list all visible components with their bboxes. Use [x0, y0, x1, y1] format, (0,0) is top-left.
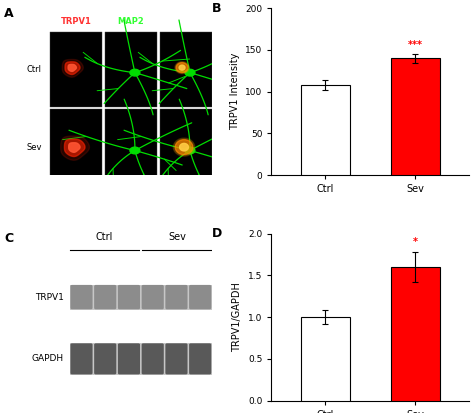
FancyBboxPatch shape: [118, 343, 140, 375]
Bar: [160, 109, 212, 185]
Bar: [70, 285, 212, 310]
FancyBboxPatch shape: [189, 343, 211, 375]
FancyBboxPatch shape: [189, 285, 211, 309]
FancyBboxPatch shape: [118, 285, 140, 309]
Bar: [105, 32, 157, 107]
Polygon shape: [61, 136, 90, 160]
Polygon shape: [65, 62, 80, 74]
FancyBboxPatch shape: [165, 285, 188, 309]
Text: B: B: [212, 2, 221, 14]
Bar: [105, 109, 157, 185]
FancyBboxPatch shape: [142, 343, 164, 375]
Polygon shape: [69, 143, 80, 152]
Bar: [391, 267, 440, 401]
Text: *: *: [413, 237, 418, 247]
Bar: [50, 32, 102, 107]
Text: Sev: Sev: [27, 142, 42, 152]
Text: Sev: Sev: [168, 232, 186, 242]
FancyBboxPatch shape: [94, 285, 116, 309]
Text: C: C: [4, 232, 13, 245]
Polygon shape: [176, 63, 188, 73]
Polygon shape: [175, 140, 193, 154]
FancyBboxPatch shape: [71, 285, 92, 309]
Text: ***: ***: [408, 40, 423, 50]
Text: MAP2: MAP2: [118, 17, 144, 26]
Text: Merge: Merge: [171, 17, 201, 26]
FancyBboxPatch shape: [94, 343, 116, 375]
Y-axis label: TRPV1 Intensity: TRPV1 Intensity: [229, 53, 239, 131]
Bar: [70, 343, 212, 375]
Bar: [50, 109, 102, 185]
FancyBboxPatch shape: [142, 285, 164, 309]
Polygon shape: [130, 147, 140, 154]
Text: 20μm: 20μm: [185, 179, 201, 184]
Text: Ctrl: Ctrl: [27, 65, 42, 74]
FancyBboxPatch shape: [71, 343, 92, 375]
Polygon shape: [130, 69, 140, 76]
Text: D: D: [212, 227, 222, 240]
Polygon shape: [175, 62, 189, 74]
Text: TRPV1: TRPV1: [35, 292, 64, 301]
Polygon shape: [180, 143, 189, 151]
Bar: [301, 317, 350, 401]
Text: GAPDH: GAPDH: [32, 354, 64, 363]
Polygon shape: [179, 65, 185, 70]
Polygon shape: [64, 139, 85, 157]
Text: Ctrl: Ctrl: [96, 232, 113, 242]
Y-axis label: TRPV1/GAPDH: TRPV1/GAPDH: [232, 282, 243, 352]
Bar: [391, 58, 440, 175]
Bar: [160, 32, 212, 107]
Polygon shape: [185, 69, 195, 76]
Polygon shape: [62, 59, 83, 77]
FancyBboxPatch shape: [165, 343, 188, 375]
Polygon shape: [185, 147, 195, 154]
Text: A: A: [4, 7, 14, 19]
Polygon shape: [68, 64, 76, 71]
Bar: [301, 85, 350, 175]
Polygon shape: [173, 138, 195, 156]
Text: TRPV1: TRPV1: [61, 17, 91, 26]
